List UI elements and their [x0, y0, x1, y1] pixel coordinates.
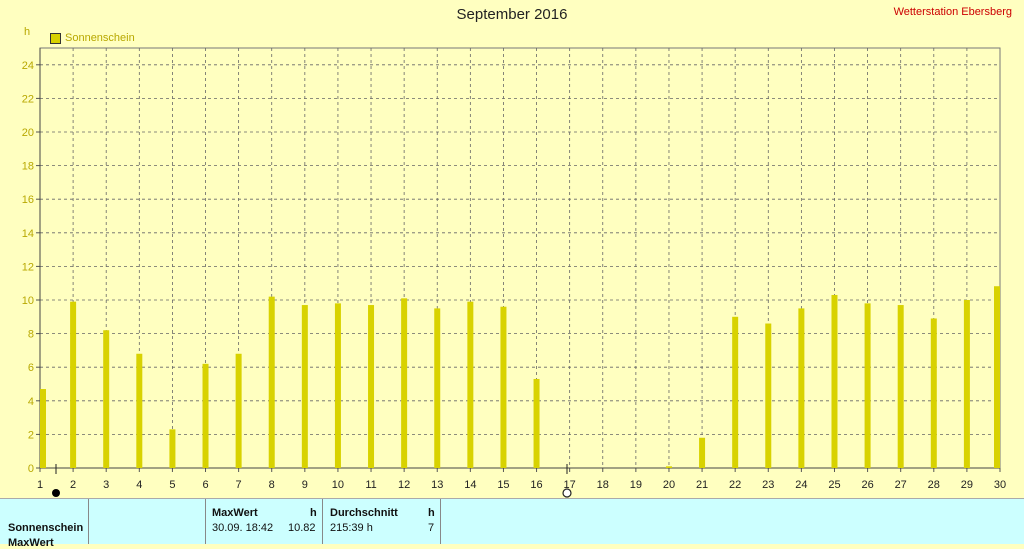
bar — [235, 353, 242, 468]
bar — [301, 305, 308, 468]
full-moon-icon — [562, 488, 572, 498]
x-tick-label: 11 — [365, 479, 376, 491]
bar — [103, 330, 110, 468]
bar — [368, 305, 375, 468]
x-tick-label: 23 — [762, 479, 774, 491]
station-name: Wetterstation Ebersberg — [893, 6, 1012, 18]
summary-row-label: Sonnenschein — [8, 522, 84, 534]
x-tick-label: 20 — [663, 479, 675, 491]
x-tick-label: 26 — [861, 479, 873, 491]
bar — [831, 294, 838, 468]
x-tick-label: 25 — [828, 479, 840, 491]
summary-row-label-2: MaxWert — [8, 537, 54, 549]
legend-label: Sonnenschein — [65, 32, 135, 44]
bar — [500, 306, 507, 468]
summary-panel: Sonnenschein MaxWert MaxWert h 30.09. 18… — [0, 498, 1024, 549]
y-tick-label: 6 — [28, 362, 34, 374]
y-tick-label: 4 — [28, 396, 34, 408]
bar — [897, 305, 904, 468]
y-axis-unit: h — [24, 26, 31, 38]
x-tick-label: 27 — [895, 479, 907, 491]
bar — [665, 466, 672, 468]
x-tick-label: 15 — [497, 479, 509, 491]
max-unit: h — [310, 507, 317, 519]
x-tick-label: 14 — [464, 479, 476, 491]
x-tick-label: 18 — [597, 479, 609, 491]
x-tick-label: 22 — [729, 479, 741, 491]
x-tick-label: 28 — [928, 479, 940, 491]
bar — [136, 353, 143, 468]
bar — [732, 316, 739, 468]
x-tick-label: 6 — [202, 479, 208, 491]
x-tick-label: 8 — [269, 479, 275, 491]
bar — [202, 363, 209, 468]
avg-value: 7 — [428, 522, 435, 534]
x-tick-label: 7 — [236, 479, 242, 491]
bar — [533, 378, 540, 468]
bar — [864, 303, 871, 468]
chart-title: September 2016 — [456, 6, 568, 23]
summary-label-column: Sonnenschein MaxWert — [0, 499, 89, 549]
bar — [268, 296, 275, 468]
bar — [70, 301, 77, 468]
bar — [467, 301, 474, 468]
bar — [994, 286, 1000, 468]
max-header: MaxWert — [212, 507, 258, 519]
bar — [401, 298, 408, 468]
x-tick-label: 16 — [530, 479, 542, 491]
summary-max-column: MaxWert h 30.09. 18:42 10.82 — [206, 499, 323, 544]
bar — [963, 300, 970, 468]
y-tick-label: 10 — [22, 295, 34, 307]
avg-header: Durchschnitt — [330, 507, 398, 519]
plot-area — [39, 47, 1001, 469]
y-tick-label: 16 — [22, 194, 34, 206]
bar — [765, 323, 772, 468]
y-tick-label: 20 — [22, 127, 34, 139]
x-tick-label: 17 — [564, 479, 576, 491]
legend: Sonnenschein — [50, 32, 135, 44]
max-value: 10.82 — [288, 522, 316, 534]
x-tick-label: 30 — [994, 479, 1006, 491]
y-tick-label: 0 — [28, 463, 34, 475]
y-tick-label: 22 — [22, 93, 34, 105]
x-tick-label: 9 — [302, 479, 308, 491]
legend-swatch — [50, 32, 61, 44]
avg-total: 215:39 h — [330, 522, 373, 534]
bar — [930, 318, 937, 468]
x-tick-label: 12 — [398, 479, 410, 491]
y-tick-label: 18 — [22, 161, 34, 173]
x-tick-label: 5 — [169, 479, 175, 491]
x-tick-label: 10 — [332, 479, 344, 491]
y-tick-label: 12 — [22, 261, 34, 273]
x-tick-label: 1 — [37, 479, 43, 491]
x-tick-label: 29 — [961, 479, 973, 491]
x-tick-label: 4 — [136, 479, 142, 491]
x-tick-label: 24 — [795, 479, 807, 491]
bar — [434, 308, 441, 468]
y-tick-label: 8 — [28, 329, 34, 341]
bar — [169, 429, 176, 468]
max-time: 30.09. 18:42 — [212, 522, 274, 534]
y-tick-label: 14 — [22, 228, 34, 240]
bar — [40, 389, 46, 468]
summary-empty-column — [89, 499, 206, 544]
new-moon-icon — [52, 489, 60, 497]
x-tick-label: 21 — [696, 479, 708, 491]
x-tick-label: 3 — [103, 479, 109, 491]
y-tick-label: 24 — [22, 60, 34, 72]
bar — [334, 303, 341, 468]
summary-avg-column: Durchschnitt h 215:39 h 7 — [323, 499, 441, 544]
bar — [798, 308, 805, 468]
x-tick-label: 19 — [630, 479, 642, 491]
avg-unit: h — [428, 507, 435, 519]
y-tick-label: 2 — [28, 429, 34, 441]
x-tick-label: 2 — [70, 479, 76, 491]
bar — [699, 437, 706, 468]
x-tick-label: 13 — [431, 479, 443, 491]
